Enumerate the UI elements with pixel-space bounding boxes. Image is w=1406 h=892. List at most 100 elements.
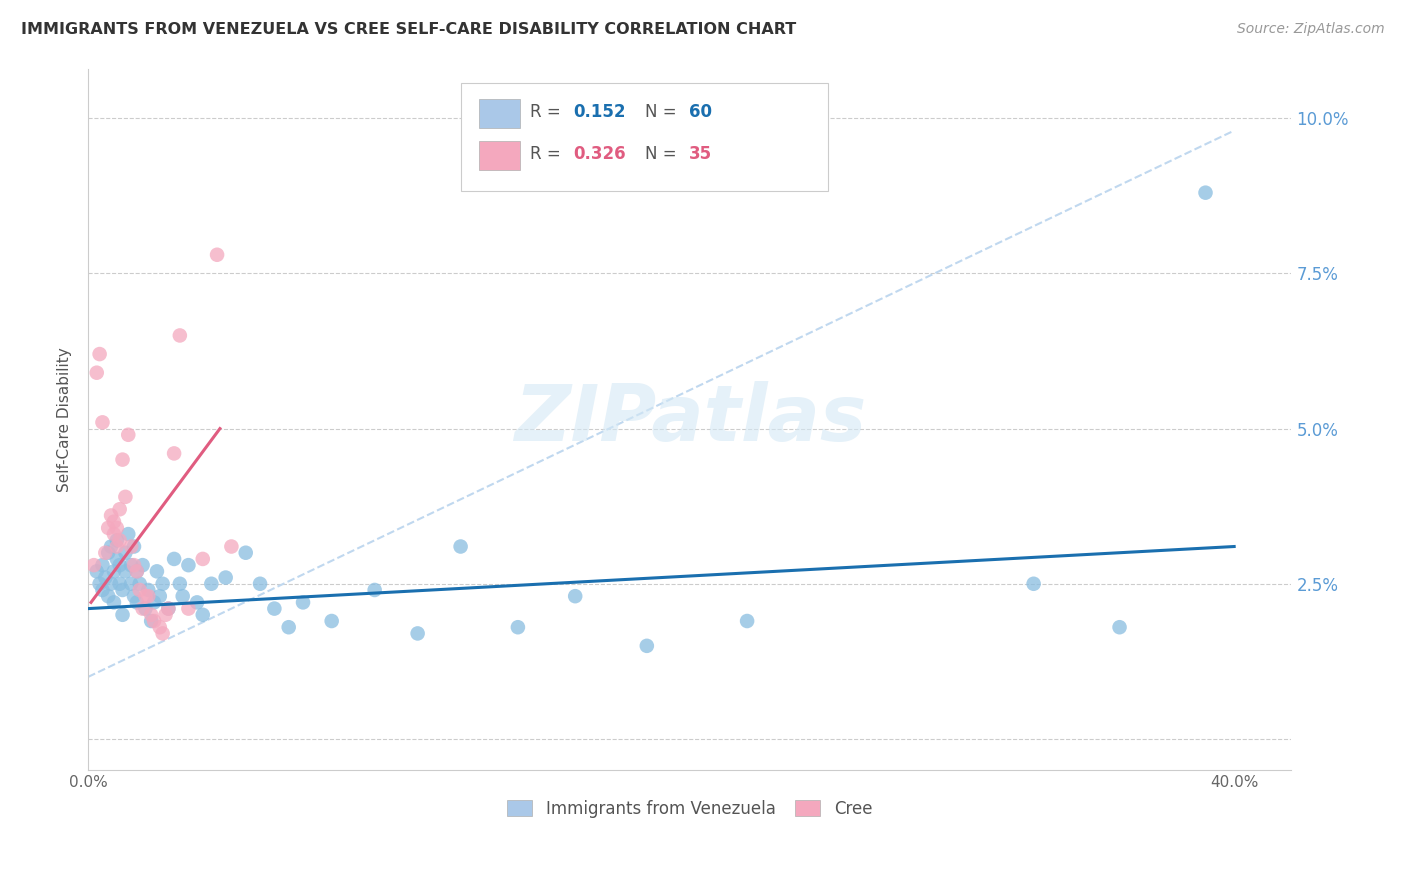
Point [108, 558, 131, 573]
Point [564, 589, 586, 603]
Text: IMMIGRANTS FROM VENEZUELA VS CREE SELF-CARE DISABILITY CORRELATION CHART: IMMIGRANTS FROM VENEZUELA VS CREE SELF-C… [21, 22, 796, 37]
Point [163, 446, 186, 460]
Point [149, 589, 172, 603]
Y-axis label: Self-Care Disability: Self-Care Disability [58, 347, 72, 491]
FancyBboxPatch shape [461, 83, 828, 191]
Text: 35: 35 [689, 145, 711, 163]
Point [136, 582, 159, 597]
Point [134, 601, 156, 615]
Point [143, 595, 166, 609]
Legend: Immigrants from Venezuela, Cree: Immigrants from Venezuela, Cree [501, 794, 879, 825]
Point [141, 607, 163, 622]
Point [108, 576, 131, 591]
Point [131, 601, 153, 615]
Point [186, 595, 208, 609]
Point [103, 595, 125, 609]
Point [128, 576, 150, 591]
Point [152, 576, 174, 591]
Point [191, 552, 214, 566]
Point [128, 582, 150, 597]
Point [131, 558, 153, 573]
Point [117, 527, 139, 541]
Point [450, 540, 472, 554]
Point [111, 607, 134, 622]
Point [363, 582, 385, 597]
Point [122, 540, 145, 554]
Point [155, 607, 177, 622]
Text: N =: N = [645, 145, 682, 163]
Point [249, 576, 271, 591]
Point [177, 601, 200, 615]
Point [97, 546, 120, 560]
Point [111, 452, 134, 467]
Text: ZIPatlas: ZIPatlas [513, 381, 866, 458]
Point [105, 552, 128, 566]
Point [235, 546, 257, 560]
Point [103, 515, 125, 529]
Point [120, 540, 142, 554]
Point [86, 366, 108, 380]
Point [86, 565, 108, 579]
Point [149, 620, 172, 634]
Point [146, 565, 169, 579]
Point [1108, 620, 1130, 634]
Point [108, 533, 131, 548]
Point [506, 620, 529, 634]
Point [94, 546, 117, 560]
Point [108, 502, 131, 516]
Point [94, 570, 117, 584]
Point [134, 589, 156, 603]
Point [89, 576, 111, 591]
Point [100, 508, 122, 523]
Point [163, 552, 186, 566]
Point [97, 589, 120, 603]
Point [205, 248, 228, 262]
Point [91, 558, 114, 573]
Point [125, 565, 148, 579]
Point [1022, 576, 1045, 591]
Point [105, 533, 128, 548]
Point [263, 601, 285, 615]
FancyBboxPatch shape [479, 99, 520, 128]
Point [111, 582, 134, 597]
Point [143, 614, 166, 628]
Point [83, 558, 105, 573]
Point [172, 589, 194, 603]
Text: N =: N = [645, 103, 682, 121]
Point [221, 540, 243, 554]
Text: R =: R = [530, 145, 565, 163]
Point [1194, 186, 1216, 200]
Point [406, 626, 429, 640]
Point [117, 427, 139, 442]
Point [152, 626, 174, 640]
Point [200, 576, 222, 591]
Point [125, 565, 148, 579]
Point [103, 565, 125, 579]
Point [100, 576, 122, 591]
Point [91, 416, 114, 430]
Point [89, 347, 111, 361]
FancyBboxPatch shape [479, 141, 520, 170]
Text: 60: 60 [689, 103, 711, 121]
Point [114, 565, 136, 579]
Point [100, 540, 122, 554]
Point [120, 576, 142, 591]
Point [141, 614, 163, 628]
Point [122, 558, 145, 573]
Point [191, 607, 214, 622]
Point [169, 576, 191, 591]
Point [636, 639, 658, 653]
Text: 0.152: 0.152 [574, 103, 626, 121]
Point [120, 558, 142, 573]
Point [105, 521, 128, 535]
Point [122, 589, 145, 603]
Text: R =: R = [530, 103, 565, 121]
Text: Source: ZipAtlas.com: Source: ZipAtlas.com [1237, 22, 1385, 37]
Point [215, 570, 238, 584]
Point [321, 614, 343, 628]
Point [105, 540, 128, 554]
Point [169, 328, 191, 343]
Text: 0.326: 0.326 [574, 145, 626, 163]
Point [177, 558, 200, 573]
Point [157, 601, 180, 615]
